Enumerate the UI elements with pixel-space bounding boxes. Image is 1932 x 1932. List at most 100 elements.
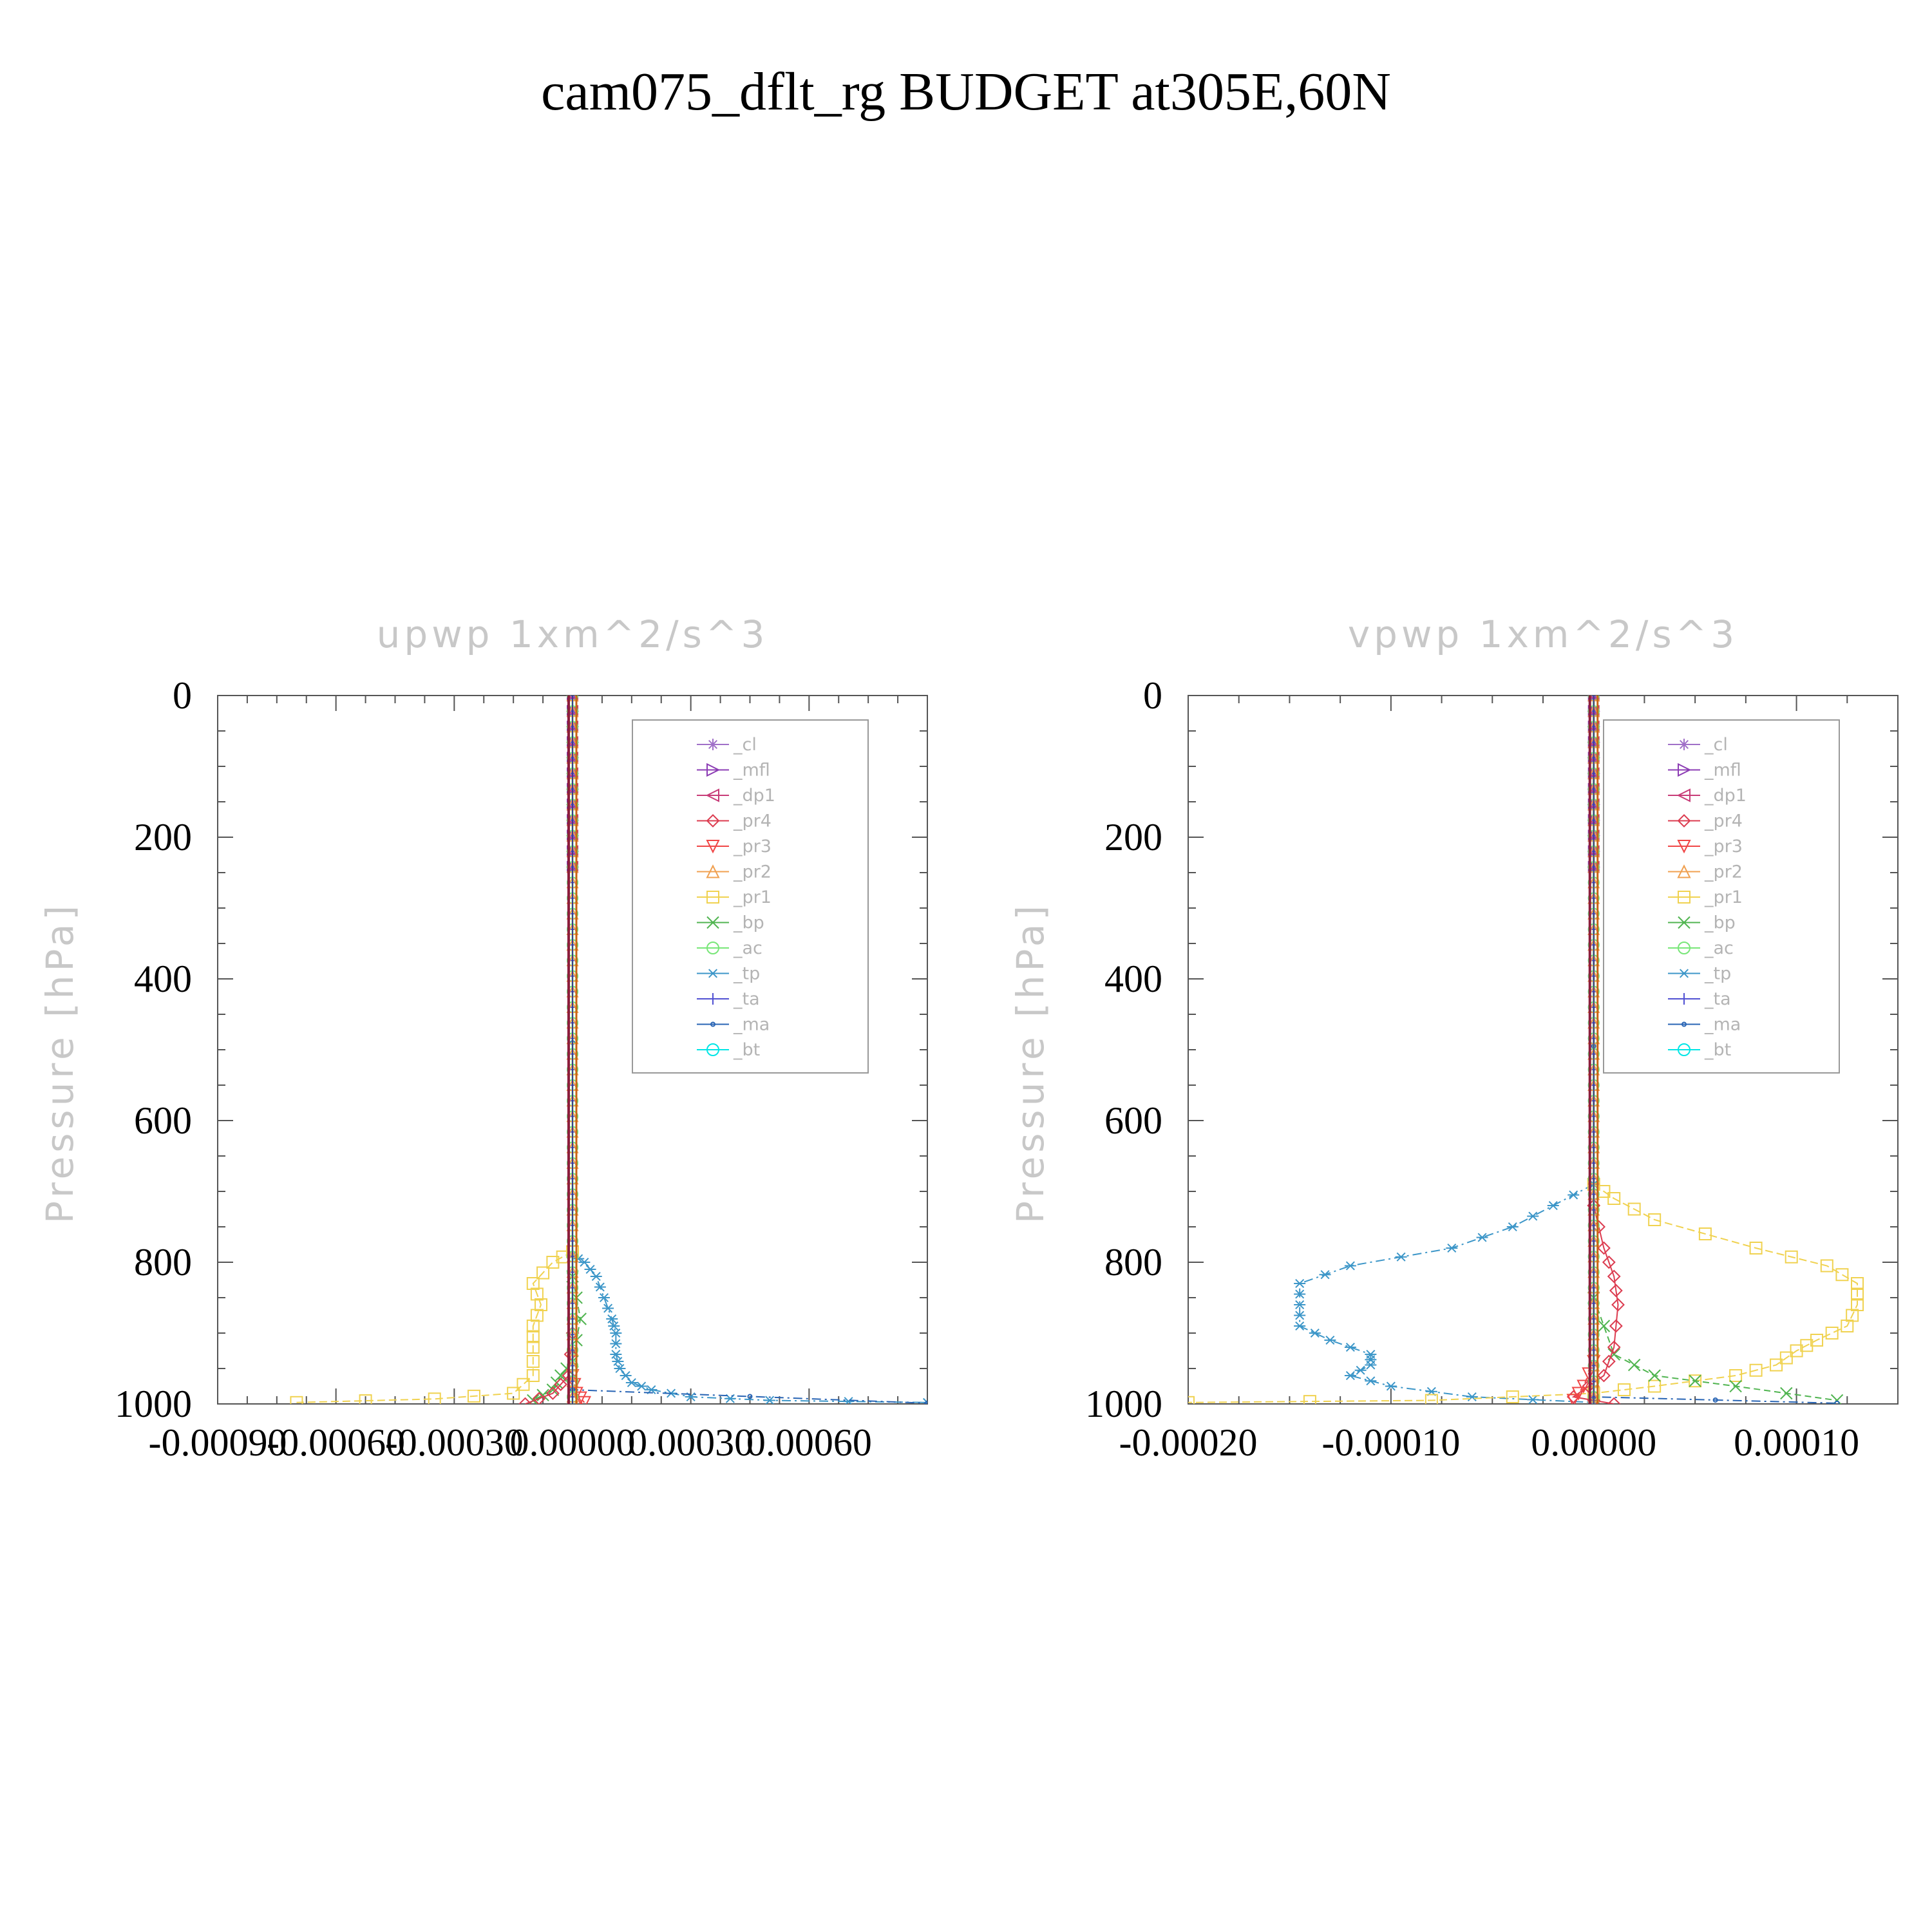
- upwp-x-tick-label: -0.00060: [267, 1421, 405, 1464]
- upwp-panel-title: upwp 1xm^2/s^3: [377, 612, 769, 656]
- vpwp-legend-marker: [1677, 864, 1691, 878]
- vpwp-point-pr3: [1571, 1387, 1586, 1401]
- vpwp-point-pr1: [1698, 1227, 1712, 1240]
- vpwp-point-tp: [1294, 1278, 1306, 1289]
- vpwp-legend-marker: [1677, 814, 1691, 828]
- upwp-point-pr1: [526, 1277, 540, 1290]
- vpwp-point-pr1: [1835, 1268, 1849, 1282]
- upwp-x-tick-label: -0.00030: [385, 1421, 524, 1464]
- vpwp-series-group: [1188, 696, 1864, 1404]
- upwp-legend-marker: [706, 942, 719, 954]
- upwp-legend-marker: [706, 840, 720, 854]
- upwp-point-ma: [925, 1400, 927, 1404]
- vpwp-point-pr1: [1729, 1369, 1743, 1382]
- vpwp-point-tp: [1344, 1261, 1356, 1271]
- upwp-legend-marker: [705, 788, 719, 802]
- upwp-point-pr1: [535, 1298, 548, 1311]
- vpwp-legend-label: _cl: [1704, 735, 1728, 755]
- vpwp-legend-marker: [1678, 1043, 1690, 1056]
- upwp-legend-label: _ma: [733, 1015, 770, 1035]
- upwp-y-tick-label: 600: [134, 1099, 192, 1142]
- vpwp-y-tick-label: 800: [1104, 1241, 1162, 1283]
- vpwp-point-bp: [1830, 1394, 1844, 1404]
- vpwp-point-tp: [1506, 1222, 1519, 1232]
- vpwp-point-tp: [1294, 1321, 1306, 1331]
- vpwp-x-tick-label: -0.00020: [1119, 1421, 1258, 1464]
- upwp-point-pr1: [526, 1341, 540, 1354]
- vpwp-point-tp: [1324, 1335, 1336, 1345]
- upwp-y-tick-label: 200: [134, 816, 192, 858]
- upwp-point-tp: [612, 1356, 624, 1367]
- upwp-point-pr4: [518, 1397, 532, 1404]
- vpwp-point-tp: [1365, 1360, 1377, 1370]
- vpwp-x-tick-label: 0.00000: [1531, 1421, 1656, 1464]
- upwp-point-pr1: [428, 1392, 441, 1404]
- vpwp-panel: vpwp 1xm^2/s^3 Pressure [hPa] 0 200 400 600 80…: [1009, 612, 1899, 1464]
- vpwp-point-tp: [1294, 1289, 1306, 1299]
- upwp-panel: upwp 1xm^2/s^3 Pressure [hPa] 0 200 400 600 80…: [38, 612, 928, 1464]
- vpwp-legend-marker: [1678, 916, 1690, 929]
- upwp-series-group: [290, 696, 927, 1404]
- vpwp-point-tp: [1294, 1300, 1306, 1310]
- upwp-point-tp: [764, 1396, 776, 1404]
- vpwp-point-tp: [1567, 1190, 1580, 1200]
- vpwp-legend-label: _ac: [1704, 938, 1734, 958]
- vpwp-legend-label: _pr3: [1704, 837, 1743, 857]
- upwp-legend-label: _ta: [733, 989, 760, 1009]
- vpwp-plot-frame: [1188, 695, 1899, 1405]
- vpwp-point-pr4: [1607, 1269, 1621, 1283]
- upwp-point-pr1: [516, 1378, 530, 1391]
- vpwp-legend: _cl _mfl _dp1 _pr4 _pr3 _pr2 _pr1 _bp _ac _tp _ta _…: [1603, 719, 1840, 1074]
- vpwp-point-pr1: [1841, 1320, 1854, 1332]
- vpwp-series-line-ma: [1593, 696, 1837, 1404]
- vpwp-legend-marker: [1678, 993, 1690, 1005]
- upwp-point-pr1: [536, 1266, 550, 1280]
- vpwp-point-pr1: [1627, 1202, 1641, 1216]
- upwp-x-tick-label: 0.00060: [746, 1421, 872, 1464]
- upwp-point-pr1: [467, 1389, 480, 1403]
- vpwp-point-tp: [1354, 1365, 1367, 1375]
- vpwp-point-pr4: [1609, 1283, 1623, 1298]
- vpwp-point-pr1: [1770, 1358, 1783, 1372]
- upwp-point-pr3: [577, 1396, 591, 1404]
- vpwp-point-pr1: [1303, 1395, 1316, 1404]
- vpwp-point-tp: [1527, 1211, 1539, 1221]
- vpwp-series-line-pr1: [1188, 1184, 1859, 1403]
- vpwp-series-line-tp: [1299, 1184, 1595, 1403]
- vpwp-point-pr1: [1506, 1390, 1519, 1403]
- upwp-point-tp: [620, 1370, 632, 1381]
- vpwp-point-pr3: [1577, 1379, 1591, 1394]
- vpwp-point-bp: [1597, 1320, 1611, 1332]
- vpwp-point-tp: [1344, 1370, 1356, 1381]
- upwp-legend: _cl _mfl _dp1 _pr4 _pr3 _pr2 _pr1 _bp _ac _tp _ta _…: [632, 719, 869, 1074]
- upwp-y-tick-label: 800: [134, 1241, 192, 1283]
- vpwp-legend-marker: [1678, 739, 1690, 750]
- vpwp-point-tp: [1309, 1328, 1321, 1338]
- vpwp-point-pr1: [1779, 1351, 1793, 1365]
- upwp-x-tick-label: 0.00030: [628, 1421, 753, 1464]
- upwp-x-tick-label: -0.00090: [149, 1421, 287, 1464]
- vpwp-point-pr1: [1749, 1363, 1763, 1377]
- vpwp-point-bp: [1648, 1369, 1661, 1382]
- upwp-legend-label: _pr1: [733, 887, 772, 907]
- upwp-legend-marker: [706, 814, 720, 828]
- upwp-point-tp: [598, 1293, 610, 1303]
- vpwp-point-pr1: [1785, 1250, 1798, 1264]
- vpwp-point-pr1: [1607, 1192, 1621, 1205]
- upwp-legend-marker: [707, 739, 719, 750]
- vpwp-legend-marker: [1678, 762, 1692, 777]
- upwp-legend-marker: [706, 891, 719, 904]
- vpwp-point-tp: [1385, 1381, 1397, 1391]
- vpwp-point-bp: [1729, 1379, 1742, 1393]
- upwp-legend-marker: [706, 916, 719, 929]
- upwp-point-pr4: [545, 1387, 560, 1400]
- upwp-point-tp: [606, 1314, 618, 1324]
- vpwp-point-ma: [1834, 1400, 1840, 1404]
- upwp-point-pr4: [564, 1347, 578, 1361]
- vpwp-y-tick-label: 400: [1104, 958, 1162, 1000]
- upwp-point-pr1: [526, 1355, 540, 1368]
- upwp-legend-marker: [706, 1043, 719, 1056]
- vpwp-point-pr4: [1609, 1319, 1623, 1333]
- upwp-legend-label: _dp1: [733, 786, 775, 806]
- vpwp-legend-label: _ta: [1704, 989, 1731, 1009]
